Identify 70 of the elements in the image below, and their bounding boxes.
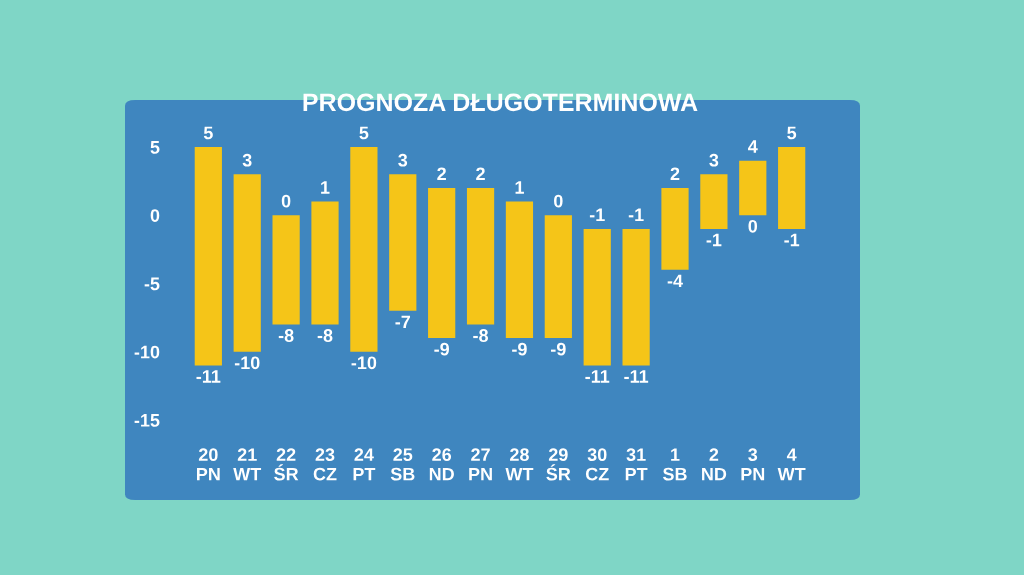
bar (350, 147, 378, 352)
bar (194, 147, 222, 366)
bar (739, 160, 767, 216)
annotation: 4 (748, 140, 758, 153)
y-tick-label: 0 (150, 209, 160, 222)
annotation: 5 (359, 126, 369, 140)
annotation: 2 (437, 167, 446, 181)
annotation: 2 (670, 167, 680, 181)
x-tick-label: 30 CZ (585, 448, 609, 481)
annotation: 3 (709, 153, 719, 167)
annotation: 5 (787, 126, 797, 140)
annotation: -4 (667, 274, 683, 288)
annotation: -10 (351, 356, 377, 370)
annotation: 0 (554, 194, 563, 208)
x-tick-label: 31 PT (625, 448, 648, 481)
bar (272, 215, 300, 325)
annotation: 1 (321, 181, 330, 194)
x-tick-label: 20 PN (197, 448, 220, 481)
x-tick-label: 1 SB (662, 448, 687, 481)
bar (778, 147, 806, 229)
x-tick-label: 21 WT (233, 448, 262, 481)
x-tick-label: 27 PN (469, 448, 492, 481)
bar (544, 215, 572, 339)
bar (583, 228, 611, 366)
annotation: 0 (281, 194, 291, 208)
annotation: 2 (476, 167, 485, 181)
annotation: -11 (196, 370, 221, 383)
x-tick-label: 2 ND (702, 448, 727, 481)
bar (311, 201, 339, 325)
y-tick-label: -5 (144, 277, 160, 291)
x-tick-label: 22 ŚR (274, 448, 299, 481)
x-tick-label: 25 SB (390, 448, 415, 481)
bar (700, 174, 728, 229)
annotation: -9 (434, 342, 450, 356)
bar (622, 228, 650, 366)
annotation: 0 (748, 219, 758, 233)
annotation: -7 (395, 315, 411, 329)
y-tick-label: -10 (134, 345, 160, 359)
bar (466, 187, 495, 325)
annotation: 1 (515, 181, 524, 194)
annotation: -11 (585, 370, 610, 383)
bar (661, 187, 689, 270)
annotation: -1 (706, 233, 722, 247)
annotation: -11 (624, 370, 649, 383)
annotation: -9 (551, 342, 566, 356)
annotation: -8 (278, 329, 294, 342)
x-tick-label: 3 PN (741, 448, 765, 481)
x-tick-label: 24 PT (353, 448, 376, 481)
annotation: -8 (317, 329, 333, 342)
chart-title: PROGNOZA DŁUGOTERMINOWA (303, 93, 698, 112)
bar (428, 187, 456, 339)
annotation: 3 (242, 153, 252, 167)
bar (389, 174, 417, 311)
bar (233, 174, 261, 352)
annotation: -1 (784, 233, 800, 247)
y-tick-label: -15 (134, 414, 160, 427)
x-tick-label: 29 ŚR (546, 448, 571, 481)
x-tick-label: 26 ND (429, 448, 454, 481)
annotation: -1 (628, 208, 644, 221)
y-tick-label: 5 (150, 141, 160, 154)
bar (505, 201, 534, 339)
annotation: -8 (473, 329, 489, 342)
x-tick-label: 23 CZ (313, 448, 337, 481)
annotation: -9 (512, 342, 527, 356)
x-tick-label: 4 WT (777, 448, 806, 481)
annotation: -10 (234, 356, 260, 370)
x-tick-label: 28 WT (505, 448, 534, 481)
annotation: 3 (398, 153, 408, 167)
annotation: -1 (589, 208, 605, 221)
annotation: 5 (203, 126, 213, 140)
